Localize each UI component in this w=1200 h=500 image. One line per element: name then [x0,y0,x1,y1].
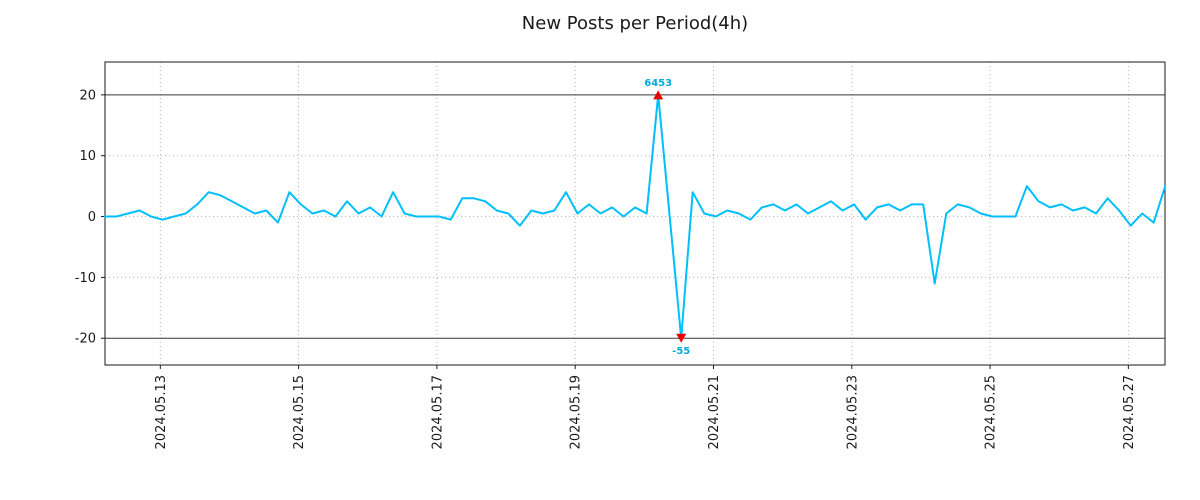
min-value-annotation: -55 [672,346,690,357]
axes-frame [104,61,1166,366]
y-tick-label: 0 [88,210,96,225]
x-tick-label: 2024.05.25 [984,375,999,449]
y-tick-label: 10 [79,149,96,164]
y-tick-label: -20 [75,332,96,347]
x-tick-label: 2024.05.21 [707,375,722,449]
x-tick-label: 2024.05.23 [845,375,860,449]
new-posts-series-line [104,93,1167,340]
x-tick-label: 2024.05.19 [569,375,584,449]
x-tick-label: 2024.05.17 [430,375,445,449]
x-tick-label: 2024.05.27 [1122,375,1137,449]
x-tick-label: 2024.05.15 [292,375,307,449]
min-marker-triangle-down-icon [676,333,687,343]
y-tick-label: -10 [75,271,96,286]
chart-title: New Posts per Period(4h) [521,13,749,34]
x-tick-label: 2024.05.13 [154,375,169,449]
y-tick-label: 20 [79,88,96,103]
max-marker-triangle-up-icon [653,90,664,100]
max-value-annotation: 6453 [644,78,672,89]
